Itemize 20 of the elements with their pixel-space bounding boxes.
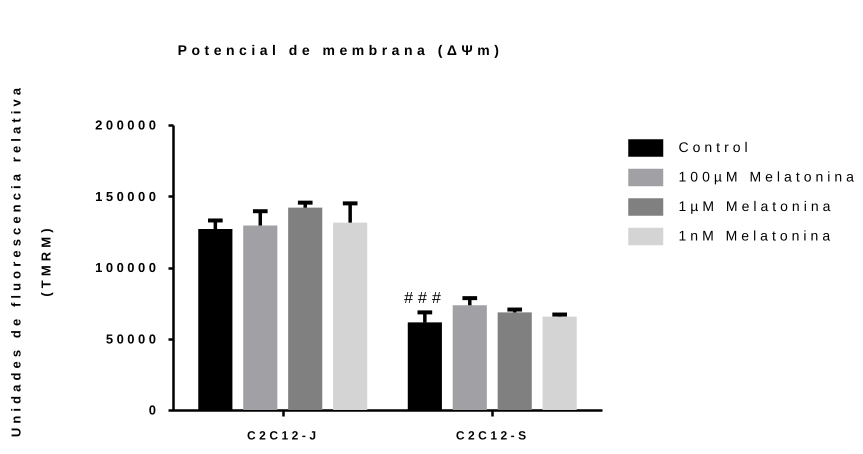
bar xyxy=(288,208,322,410)
bar xyxy=(498,312,532,410)
y-tick-label: 0 xyxy=(148,402,160,418)
annotation: ### xyxy=(404,290,446,307)
y-tick-label: 200000 xyxy=(95,118,160,132)
x-tick-label: C2C12-S xyxy=(456,428,530,442)
y-axis-title: Unidades de fluorescencia relativa (TMRM) xyxy=(8,84,54,438)
bar xyxy=(333,222,368,410)
y-tick-label: 150000 xyxy=(95,188,160,204)
bar xyxy=(452,305,487,410)
y-tick-label: 100000 xyxy=(95,260,160,275)
y-tick-label: 50000 xyxy=(106,331,160,346)
x-tick-label: C2C12-J xyxy=(246,428,320,442)
chart-title: Potencial de membrana (ΔΨm) xyxy=(178,42,504,58)
legend-label: 100µM Melatonina xyxy=(678,168,858,184)
bar xyxy=(243,225,278,410)
legend-label: 1nM Melatonina xyxy=(678,228,834,244)
bar xyxy=(542,316,577,410)
legend-label: 1µM Melatonina xyxy=(678,198,834,214)
legend-label: Control xyxy=(678,139,752,155)
